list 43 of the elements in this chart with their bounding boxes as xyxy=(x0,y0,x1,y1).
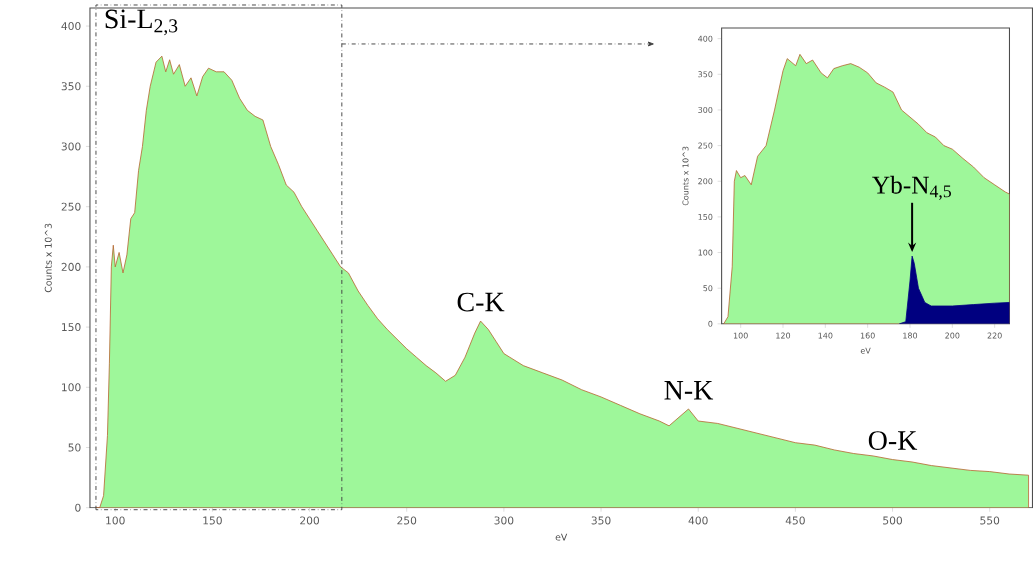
y-tick-label: 200 xyxy=(698,178,713,185)
x-tick-label: 200 xyxy=(945,332,960,339)
y-tick-label: 350 xyxy=(698,71,713,78)
x-tick-label: 550 xyxy=(980,516,1000,525)
x-tick-label: 350 xyxy=(591,516,611,525)
y-tick-label: 100 xyxy=(698,249,713,256)
y-tick-label: 50 xyxy=(68,443,81,452)
y-axis-title: Counts x 10^3 xyxy=(682,146,689,206)
y-tick-label: 400 xyxy=(698,35,713,42)
x-tick-label: 180 xyxy=(903,332,918,339)
y-tick-label: 50 xyxy=(703,285,713,292)
x-tick-label: 450 xyxy=(785,516,805,525)
y-tick-label: 250 xyxy=(698,142,713,149)
x-tick-label: 220 xyxy=(987,332,1002,339)
y-tick-label: 0 xyxy=(75,503,81,512)
y-tick-label: 300 xyxy=(61,142,81,151)
x-axis-title: eV xyxy=(860,347,871,354)
annotation: N-K xyxy=(664,381,714,400)
y-tick-label: 250 xyxy=(61,202,81,211)
annotation: Si-L$_{2,3}$ xyxy=(105,9,178,36)
annotation: C-K xyxy=(457,292,505,312)
x-tick-label: 150 xyxy=(203,516,222,525)
y-tick-label: 200 xyxy=(61,263,81,272)
x-tick-label: 250 xyxy=(397,516,417,525)
x-axis-title: eV xyxy=(555,533,568,541)
y-tick-label: 100 xyxy=(62,383,81,392)
x-tick-label: 500 xyxy=(883,516,903,525)
y-tick-label: 150 xyxy=(698,214,713,221)
x-tick-label: 140 xyxy=(818,332,833,339)
x-tick-label: 300 xyxy=(494,516,514,525)
y-axis-title: Counts x 10^3 xyxy=(44,223,52,293)
x-tick-label: 100 xyxy=(733,332,748,339)
y-tick-label: 400 xyxy=(61,22,81,31)
y-tick-label: 300 xyxy=(698,107,713,114)
annotation: O-K xyxy=(868,431,918,451)
annotation: Yb-N$_{4,5}$ xyxy=(872,176,951,200)
x-tick-label: 160 xyxy=(860,332,875,339)
x-tick-label: 200 xyxy=(300,516,320,525)
y-tick-label: 350 xyxy=(61,82,81,91)
y-tick-label: 150 xyxy=(62,323,81,332)
x-tick-label: 120 xyxy=(776,332,791,339)
x-tick-label: 100 xyxy=(106,516,125,525)
y-tick-label: 0 xyxy=(708,320,713,327)
